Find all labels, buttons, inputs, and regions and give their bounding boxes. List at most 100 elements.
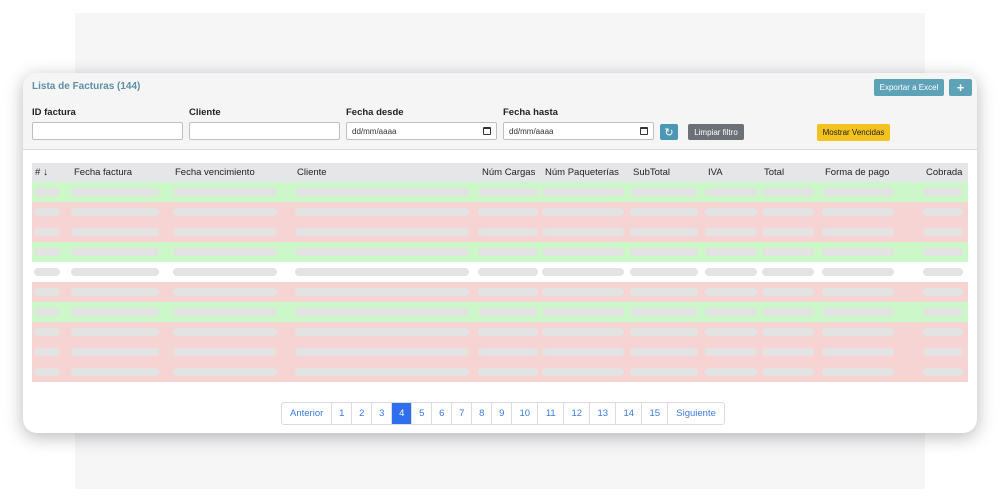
column-header-subtotal[interactable]: SubTotal <box>633 167 670 178</box>
column-header-parcels[interactable]: Núm Paqueterías <box>545 167 619 178</box>
table-row[interactable] <box>32 342 968 362</box>
cell-placeholder <box>478 268 538 276</box>
date-from-input[interactable]: dd/mm/aaaa <box>346 122 497 140</box>
cell-placeholder <box>923 228 963 236</box>
column-header-iva[interactable]: IVA <box>708 167 723 178</box>
cell-placeholder <box>34 208 60 216</box>
calendar-icon[interactable] <box>483 127 491 135</box>
page-3-button[interactable]: 3 <box>372 403 393 424</box>
cell-placeholder <box>923 368 963 376</box>
refresh-button[interactable]: ↻ <box>660 124 678 140</box>
page-6-button[interactable]: 6 <box>432 403 453 424</box>
cell-placeholder <box>71 348 159 356</box>
next-page-button[interactable]: Siguiente <box>676 408 716 419</box>
page-7-button[interactable]: 7 <box>452 403 473 424</box>
page-9-button[interactable]: 9 <box>492 403 513 424</box>
page-10-button[interactable]: 10 <box>512 403 539 424</box>
page-13-button[interactable]: 13 <box>590 403 617 424</box>
page-4-button[interactable]: 4 <box>392 403 413 424</box>
cell-placeholder <box>822 208 894 216</box>
cell-placeholder <box>71 228 159 236</box>
column-header-number[interactable]: # ↓ <box>35 167 48 178</box>
cell-placeholder <box>173 348 277 356</box>
page-15-button[interactable]: 15 <box>642 403 669 424</box>
table-row[interactable] <box>32 302 968 322</box>
cell-placeholder <box>71 208 159 216</box>
cell-placeholder <box>295 248 469 256</box>
table-row[interactable] <box>32 202 968 222</box>
cell-placeholder <box>34 288 60 296</box>
table-row[interactable] <box>32 322 968 342</box>
cell-placeholder <box>762 268 814 276</box>
add-invoice-button[interactable]: + <box>949 79 972 96</box>
cell-placeholder <box>34 348 60 356</box>
page-14-button[interactable]: 14 <box>616 403 643 424</box>
previous-page-button[interactable]: Anterior <box>282 403 333 424</box>
cell-placeholder <box>822 188 894 196</box>
column-header-client[interactable]: Cliente <box>297 167 327 178</box>
table-row[interactable] <box>32 282 968 302</box>
arrow-down-icon[interactable]: ↓ <box>42 167 48 178</box>
cell-placeholder <box>173 228 277 236</box>
table-row[interactable] <box>32 222 968 242</box>
page-1-button[interactable]: 1 <box>332 403 353 424</box>
calendar-icon[interactable] <box>640 127 648 135</box>
date-from-label: Fecha desde <box>346 107 404 118</box>
date-from-value: dd/mm/aaaa <box>352 126 397 136</box>
cell-placeholder <box>34 248 60 256</box>
column-header-invoice-date[interactable]: Fecha factura <box>74 167 133 178</box>
cell-placeholder <box>71 328 159 336</box>
cell-placeholder <box>762 288 814 296</box>
client-input[interactable] <box>189 122 340 140</box>
cell-placeholder <box>542 248 624 256</box>
table-row[interactable] <box>32 362 968 382</box>
cell-placeholder <box>630 328 698 336</box>
page-12-button[interactable]: 12 <box>564 403 591 424</box>
show-expired-button[interactable]: Mostrar Vencidas <box>817 124 890 141</box>
cell-placeholder <box>295 288 469 296</box>
cell-placeholder <box>542 328 624 336</box>
cell-placeholder <box>295 268 469 276</box>
cell-placeholder <box>173 268 277 276</box>
table-row[interactable] <box>32 262 968 282</box>
page-title: Lista de Facturas (144) <box>32 81 141 92</box>
cell-placeholder <box>173 208 277 216</box>
cell-placeholder <box>173 328 277 336</box>
cell-placeholder <box>762 188 814 196</box>
invoice-id-input[interactable] <box>32 122 183 140</box>
cell-placeholder <box>762 228 814 236</box>
column-header-paid[interactable]: Cobrada <box>926 167 963 178</box>
card-toolbar: Lista de Facturas (144) Exportar a Excel… <box>23 73 977 150</box>
table-row[interactable] <box>32 182 968 202</box>
cell-placeholder <box>542 188 624 196</box>
cell-placeholder <box>923 328 963 336</box>
cell-placeholder <box>295 328 469 336</box>
column-header-total[interactable]: Total <box>764 167 785 178</box>
export-excel-button[interactable]: Exportar a Excel <box>874 79 944 96</box>
cell-placeholder <box>542 348 624 356</box>
cell-placeholder <box>923 268 963 276</box>
cell-placeholder <box>705 208 757 216</box>
page-11-button[interactable]: 11 <box>538 403 565 424</box>
cell-placeholder <box>71 288 159 296</box>
cell-placeholder <box>822 308 894 316</box>
cell-placeholder <box>173 188 277 196</box>
page-2-button[interactable]: 2 <box>352 403 373 424</box>
column-header-loads[interactable]: Núm Cargas <box>482 167 536 178</box>
page-8-button[interactable]: 8 <box>472 403 493 424</box>
cell-placeholder <box>762 348 814 356</box>
cell-placeholder <box>705 368 757 376</box>
cell-placeholder <box>822 228 894 236</box>
cell-placeholder <box>173 308 277 316</box>
cell-placeholder <box>705 268 757 276</box>
cell-placeholder <box>705 308 757 316</box>
table-row[interactable] <box>32 242 968 262</box>
page-5-button[interactable]: 5 <box>412 403 433 424</box>
cell-placeholder <box>542 368 624 376</box>
date-to-input[interactable]: dd/mm/aaaa <box>503 122 654 140</box>
column-header-payment-method[interactable]: Forma de pago <box>825 167 890 178</box>
client-label: Cliente <box>189 107 221 118</box>
column-header-due-date[interactable]: Fecha vencimiento <box>175 167 255 178</box>
clear-filter-button[interactable]: Limpiar filtro <box>688 124 744 140</box>
cell-placeholder <box>923 288 963 296</box>
